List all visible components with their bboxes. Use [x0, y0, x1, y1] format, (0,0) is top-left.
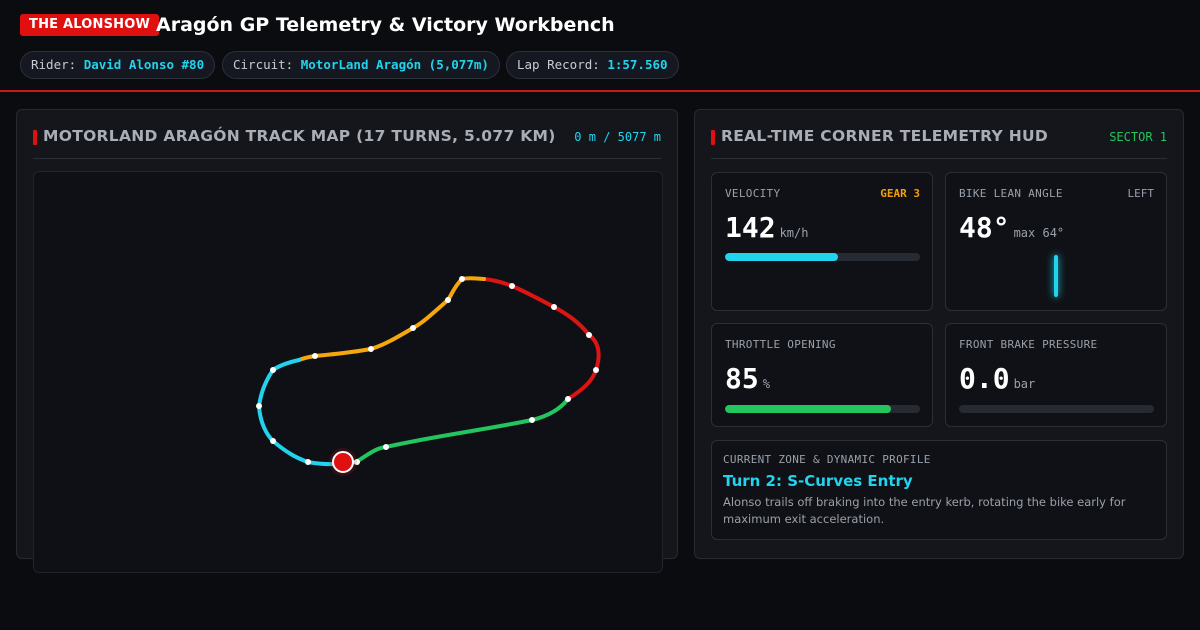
brake-unit: bar [1013, 377, 1036, 391]
rider-position-marker[interactable] [332, 451, 354, 473]
lean-indicator [1054, 255, 1058, 297]
turn-marker[interactable] [256, 403, 262, 409]
turn-marker[interactable] [586, 332, 592, 338]
telemetry-panel-title: REAL-TIME CORNER TELEMETRY HUD [721, 127, 1049, 145]
throttle-card: THROTTLE OPENING 85% [711, 323, 933, 427]
turn-marker[interactable] [509, 283, 515, 289]
brand-logo: THE ALONSHOW [20, 14, 159, 36]
zone-title: Turn 2: S-Curves Entry [723, 472, 913, 490]
turn-marker[interactable] [368, 346, 374, 352]
turn-marker[interactable] [529, 417, 535, 423]
turn-marker[interactable] [551, 304, 557, 310]
throttle-readout: 85% [725, 362, 770, 395]
turn-marker[interactable] [270, 367, 276, 373]
brake-card: FRONT BRAKE PRESSURE 0.0 bar [945, 323, 1167, 427]
telemetry-panel-header: REAL-TIME CORNER TELEMETRY HUD SECTOR 1 [711, 126, 1167, 159]
lean-angle-max: max 64° [1013, 226, 1065, 240]
turn-marker[interactable] [410, 325, 416, 331]
track-panel-header: MOTORLAND ARAGÓN TRACK MAP (17 TURNS, 5.… [33, 126, 661, 159]
lean-angle-readout: 48° max 64° [959, 211, 1064, 244]
turn-marker[interactable] [354, 459, 360, 465]
sector-indicator: SECTOR 1 [1109, 130, 1167, 144]
track-segment-amber [297, 276, 486, 362]
zone-label: CURRENT ZONE & DYNAMIC PROFILE [723, 453, 931, 466]
zone-description: Alonso trails off braking into the entry… [723, 495, 1126, 526]
velocity-value: 142 [725, 211, 776, 244]
brake-value: 0.0 [959, 362, 1010, 395]
velocity-readout: 142 km/h [725, 211, 808, 244]
lap-record-pill: Lap Record: 1:57.560 [506, 51, 679, 79]
brake-readout: 0.0 bar [959, 362, 1035, 395]
turn-marker[interactable] [312, 353, 318, 359]
turn-marker[interactable] [459, 276, 465, 282]
track-segment-red [482, 277, 601, 401]
lean-angle-value: 48° [959, 211, 1010, 244]
circuit-value: MotorLand Aragón (5,077m) [300, 57, 489, 72]
throttle-value: 85 [725, 362, 759, 395]
throttle-bar-fill [725, 405, 891, 413]
lean-angle-card: BIKE LEAN ANGLE LEFT 48° max 64° [945, 172, 1167, 311]
velocity-card: VELOCITY GEAR 3 142 km/h [711, 172, 933, 311]
brake-bar [959, 405, 1154, 413]
turn-marker[interactable] [565, 396, 571, 402]
turn-marker[interactable] [305, 459, 311, 465]
lap-record-value: 1:57.560 [607, 57, 668, 72]
turn-marker[interactable] [445, 297, 451, 303]
rider-pill: Rider: David Alonso #80 [20, 51, 216, 79]
track-panel-title: MOTORLAND ARAGÓN TRACK MAP (17 TURNS, 5.… [43, 127, 556, 145]
turn-marker[interactable] [593, 367, 599, 373]
throttle-bar [725, 405, 920, 413]
accent-bar [33, 130, 37, 145]
rider-value: David Alonso #80 [83, 57, 205, 72]
lean-angle-label: BIKE LEAN ANGLE [959, 187, 1063, 200]
track-map-panel: MOTORLAND ARAGÓN TRACK MAP (17 TURNS, 5.… [16, 109, 678, 573]
lean-direction: LEFT [1127, 187, 1155, 200]
accent-bar [711, 130, 715, 145]
throttle-label: THROTTLE OPENING [725, 338, 836, 351]
app-header: THE ALONSHOW Aragón GP Telemetry & Victo… [0, 0, 1200, 92]
velocity-label: VELOCITY [725, 187, 781, 200]
lap-record-label: Lap Record: [517, 57, 600, 72]
velocity-bar-fill [725, 253, 839, 261]
track-map-svg [256, 276, 601, 476]
velocity-bar [725, 253, 920, 261]
rider-label: Rider: [31, 57, 77, 72]
velocity-unit: km/h [779, 226, 809, 240]
track-map[interactable] [33, 171, 663, 573]
track-segment-green [354, 397, 570, 464]
track-distance-readout: 0 m / 5077 m [574, 130, 661, 144]
turn-marker[interactable] [383, 444, 389, 450]
brake-label: FRONT BRAKE PRESSURE [959, 338, 1098, 351]
turn-marker[interactable] [270, 438, 276, 444]
throttle-unit: % [762, 377, 770, 391]
circuit-label: Circuit: [233, 57, 294, 72]
zone-profile-card: CURRENT ZONE & DYNAMIC PROFILE Turn 2: S… [711, 440, 1167, 540]
app-title: Aragón GP Telemetry & Victory Workbench [156, 14, 615, 36]
telemetry-panel: REAL-TIME CORNER TELEMETRY HUD SECTOR 1 … [694, 109, 1184, 559]
gear-indicator: GEAR 3 [880, 187, 920, 200]
circuit-pill: Circuit: MotorLand Aragón (5,077m) [222, 51, 500, 79]
